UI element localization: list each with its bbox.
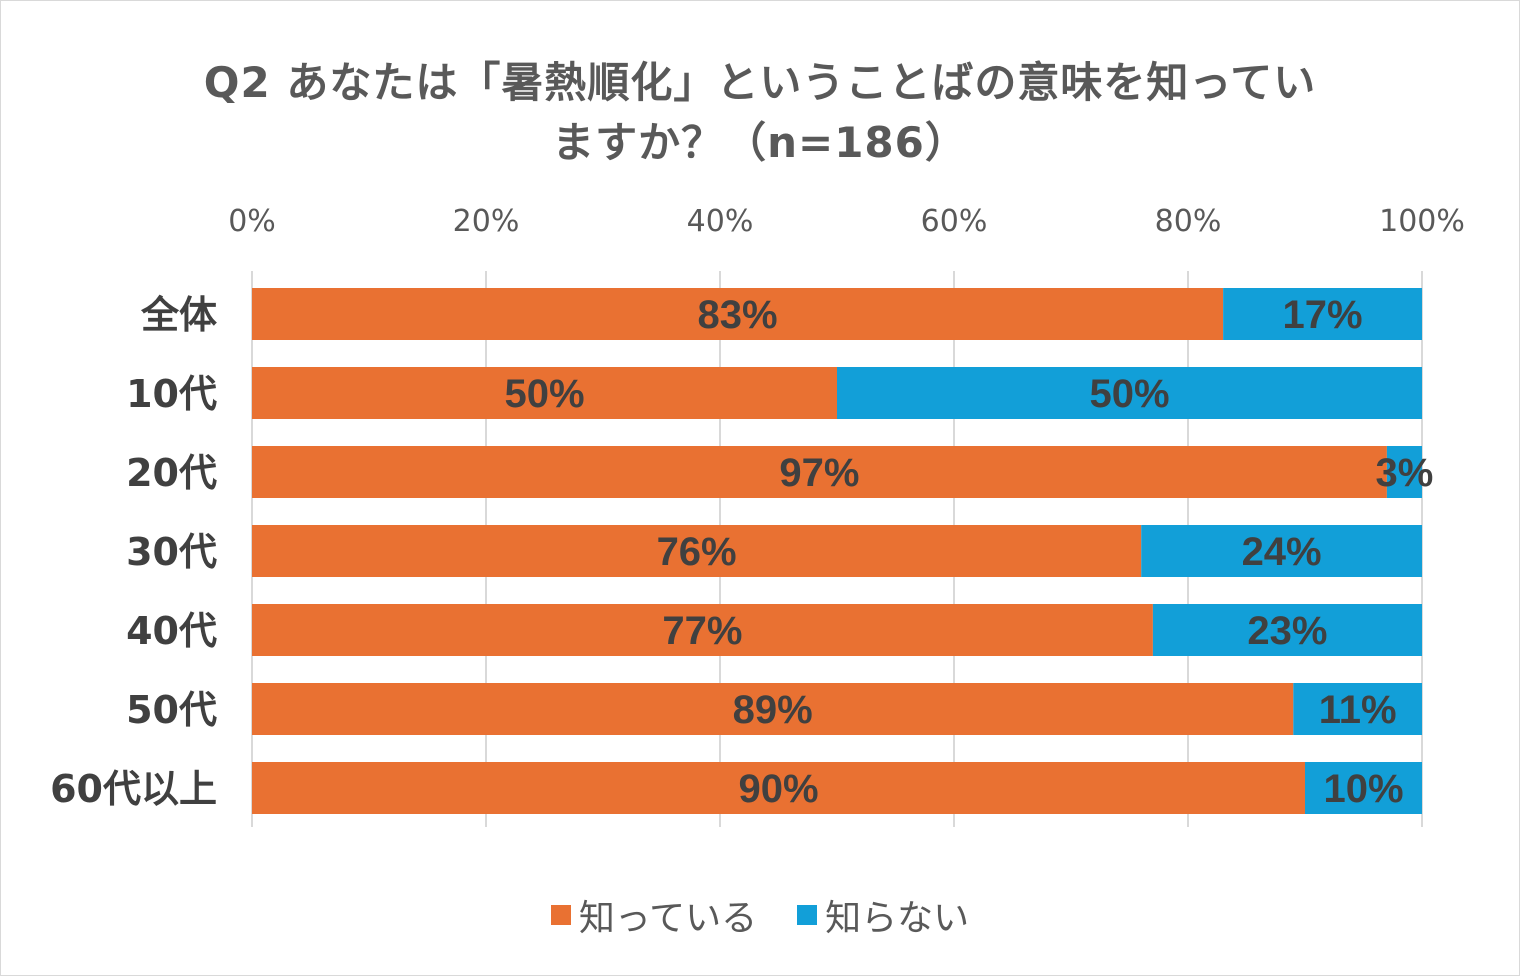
bar-segment	[1152, 604, 1422, 656]
bar-segment	[1386, 446, 1422, 498]
bar-segment	[252, 683, 1294, 735]
x-axis-ticks: 0% 20% 40% 60% 80% 100%	[228, 204, 1465, 239]
data-label: 3%	[1376, 451, 1434, 495]
bar-segment	[837, 367, 1422, 419]
bar-segment	[252, 762, 1305, 814]
legend-label-unknown: 知らない	[825, 898, 970, 939]
category-label: 50代	[126, 688, 217, 732]
legend-item-unknown: 知らない	[797, 889, 969, 941]
bars	[252, 288, 1422, 814]
data-label: 77%	[662, 609, 742, 653]
category-label: 60代以上	[50, 767, 217, 811]
legend-swatch-unknown	[797, 905, 818, 925]
chart-title-line-1: Q2 あなたは「暑熱順化」ということばの意味を知ってい	[203, 58, 1317, 107]
category-labels: 全体 10代 20代 30代 40代 50代 60代以上	[50, 293, 217, 811]
category-label: 10代	[126, 372, 217, 416]
bar-segment	[252, 604, 1153, 656]
data-label: 17%	[1283, 293, 1363, 337]
x-tick-label: 40%	[687, 204, 754, 239]
data-label: 89%	[733, 688, 813, 732]
bar-segment	[252, 288, 1224, 340]
legend-label-known: 知っている	[578, 898, 758, 939]
category-label: 40代	[126, 609, 217, 653]
bar-segment	[1223, 288, 1422, 340]
bar-segment	[252, 367, 837, 419]
legend-item-known: 知っている	[550, 889, 758, 941]
data-label: 24%	[1242, 530, 1322, 574]
x-tick-label: 80%	[1155, 204, 1222, 239]
chart-title-line-2: ますか？（n=186）	[552, 118, 968, 167]
plot-area: 0% 20% 40% 60% 80% 100% 全体 10代 20代 30代 40代 50代 60代以…	[50, 204, 1465, 827]
category-label: 全体	[140, 293, 217, 337]
data-label: 97%	[779, 451, 859, 495]
x-tick-label: 60%	[921, 204, 988, 239]
data-label: 10%	[1323, 767, 1403, 811]
bar-segment	[252, 446, 1387, 498]
data-label: 11%	[1319, 688, 1397, 732]
data-label: 50%	[1089, 372, 1169, 416]
bar-segment	[1141, 525, 1422, 577]
data-label: 50%	[504, 372, 584, 416]
bar-segment	[252, 525, 1142, 577]
data-label: 76%	[657, 530, 737, 574]
x-tick-label: 20%	[453, 204, 520, 239]
bar-segment	[1305, 762, 1422, 814]
category-label: 20代	[126, 451, 217, 495]
category-label: 30代	[126, 530, 217, 574]
legend-swatch-known	[550, 905, 571, 925]
legend: 知っている 知らない	[1, 889, 1519, 941]
data-label: 83%	[698, 293, 778, 337]
data-label: 23%	[1247, 609, 1327, 653]
bar-segment	[1293, 683, 1422, 735]
data-label: 90%	[738, 767, 818, 811]
x-tick-label: 0%	[228, 204, 276, 239]
data-labels: 83% 17% 50% 50% 97% 3% 76% 24% 77% 23% 89% 11% 90% 10…	[504, 293, 1433, 811]
x-tick-label: 100%	[1379, 204, 1465, 239]
